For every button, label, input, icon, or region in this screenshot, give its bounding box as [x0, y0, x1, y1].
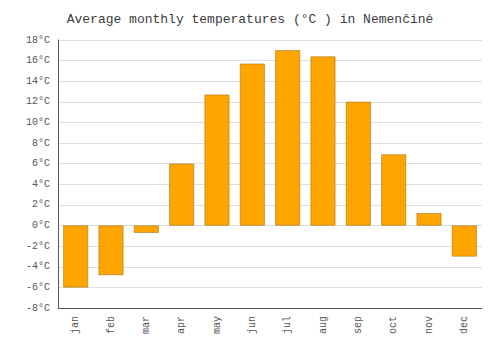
svg-text:10°C: 10°C	[26, 117, 50, 128]
svg-text:6°C: 6°C	[32, 158, 50, 169]
svg-text:2°C: 2°C	[32, 199, 50, 210]
svg-text:apr: apr	[176, 316, 187, 334]
svg-text:jan: jan	[70, 316, 81, 334]
svg-text:18°C: 18°C	[26, 35, 50, 46]
svg-text:Average monthly temperatures (: Average monthly temperatures (°C ) in Ne…	[67, 12, 434, 27]
svg-text:8°C: 8°C	[32, 138, 50, 149]
svg-text:dec: dec	[459, 316, 470, 334]
svg-text:-8°C: -8°C	[26, 303, 50, 314]
svg-text:0°C: 0°C	[32, 220, 50, 231]
svg-text:12°C: 12°C	[26, 96, 50, 107]
svg-text:aug: aug	[318, 316, 329, 334]
svg-text:-6°C: -6°C	[26, 282, 50, 293]
svg-text:4°C: 4°C	[32, 179, 50, 190]
svg-text:16°C: 16°C	[26, 55, 50, 66]
svg-text:jul: jul	[282, 316, 293, 334]
svg-text:14°C: 14°C	[26, 76, 50, 87]
svg-text:oct: oct	[388, 316, 399, 334]
svg-text:mar: mar	[141, 316, 152, 334]
svg-text:sep: sep	[353, 316, 364, 334]
svg-text:-4°C: -4°C	[26, 261, 50, 272]
svg-text:nov: nov	[424, 316, 435, 334]
svg-text:-2°C: -2°C	[26, 241, 50, 252]
svg-text:jun: jun	[247, 316, 258, 334]
svg-text:feb: feb	[106, 316, 117, 334]
svg-text:may: may	[212, 316, 223, 334]
